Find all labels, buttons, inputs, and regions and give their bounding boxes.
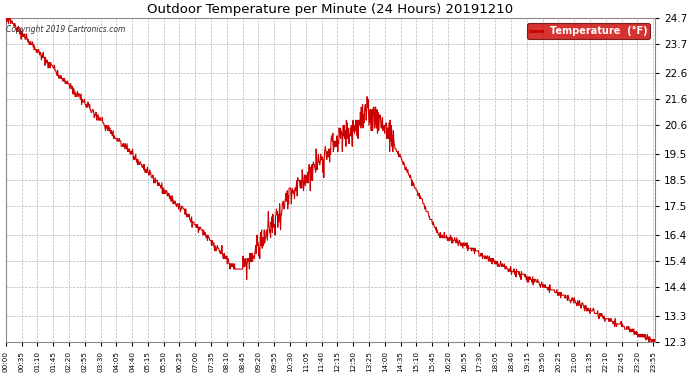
Legend: Temperature  (°F): Temperature (°F) xyxy=(527,23,650,39)
Text: Copyright 2019 Cartronics.com: Copyright 2019 Cartronics.com xyxy=(6,25,126,34)
Title: Outdoor Temperature per Minute (24 Hours) 20191210: Outdoor Temperature per Minute (24 Hours… xyxy=(147,3,513,16)
